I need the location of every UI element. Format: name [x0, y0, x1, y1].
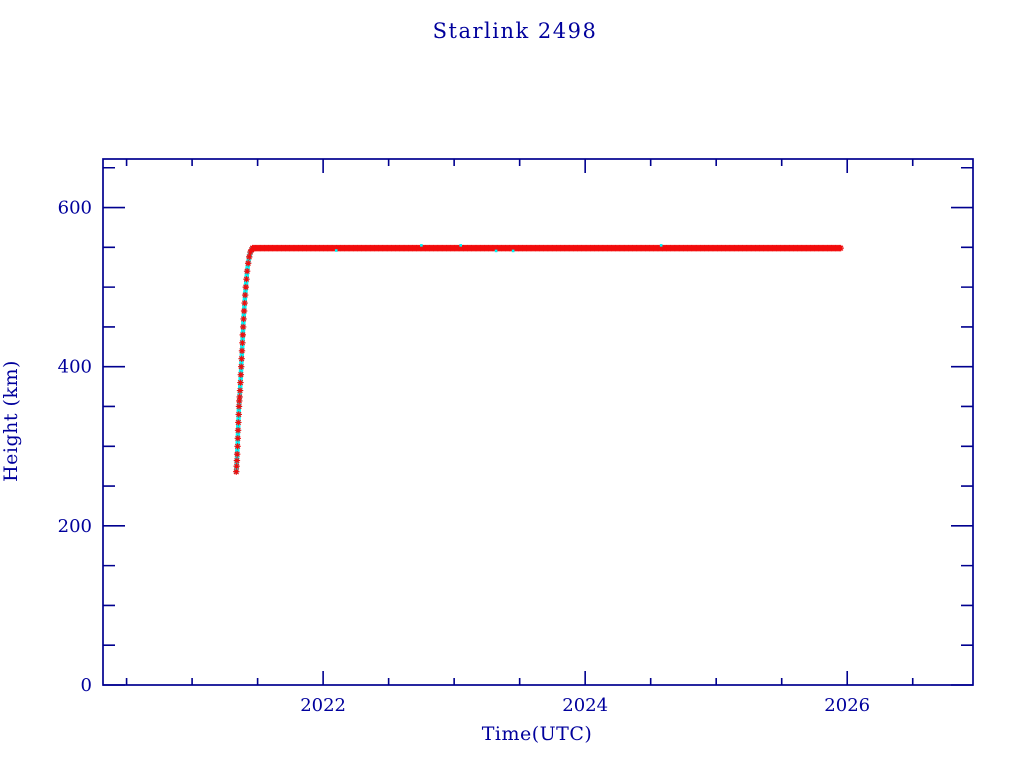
plot-axes — [102, 158, 974, 686]
data-series-cyan-specks — [334, 244, 663, 253]
y-tick-label: 0 — [81, 675, 92, 696]
x-tick-label: 2024 — [562, 695, 608, 716]
axis-tick-labels: 2022 2024 2026 0 200 400 600 — [58, 198, 870, 716]
y-tick-label: 200 — [58, 516, 92, 537]
x-tick-label: 2026 — [824, 695, 870, 716]
x-tick-label: 2022 — [300, 695, 346, 716]
y-tick-label: 400 — [58, 357, 92, 378]
data-series-red — [233, 244, 844, 475]
data-series-cyan — [234, 246, 843, 474]
chart-title: Starlink 2498 — [433, 19, 598, 43]
y-axis-title: Height (km) — [0, 360, 22, 482]
y-tick-label: 600 — [58, 198, 92, 219]
x-axis-title: Time(UTC) — [482, 723, 593, 745]
